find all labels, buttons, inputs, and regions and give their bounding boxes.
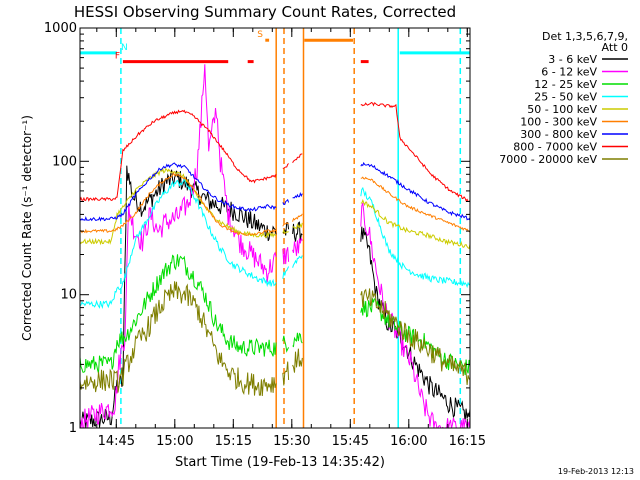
x-tick-label: 14:45 [98, 434, 135, 449]
legend-label: 50 - 100 keV [527, 103, 597, 116]
series-lines [79, 64, 471, 429]
legend-label: 6 - 12 keV [541, 66, 597, 79]
y-tick-label: 1 [69, 421, 77, 436]
x-tick-label: 15:00 [156, 434, 193, 449]
legend-label: 300 - 800 keV [520, 128, 597, 141]
x-tick-label: 16:15 [449, 434, 486, 449]
flag-bars: NF S [80, 30, 470, 64]
plot-area: NF S 1 10 100 1000 14:45 15:00 15:15 15:30 15:45… [44, 21, 486, 449]
x-tick-label: 15:15 [215, 434, 252, 449]
x-axis-label: Start Time (19-Feb-13 14:35:42) [175, 455, 385, 470]
x-axis-ticks: 14:45 15:00 15:15 15:30 15:45 16:00 16:15 [96, 28, 486, 449]
legend-label: 800 - 7000 keV [513, 141, 597, 154]
legend-label: 7000 - 20000 keV [499, 153, 597, 166]
series-line [79, 165, 471, 429]
series-line [79, 101, 471, 202]
series-line [79, 64, 471, 429]
y-axis-label: Corrected Count Rate (s⁻¹ detector⁻¹) [20, 115, 34, 341]
y-axis-ticks: 1 10 100 1000 [44, 21, 470, 436]
x-tick-label: 15:30 [273, 434, 310, 449]
footer-date: 19-Feb-2013 12:13 [558, 467, 634, 476]
legend-label: 25 - 50 keV [534, 91, 597, 104]
y-tick-label: 10 [60, 288, 77, 303]
x-tick-label: 15:45 [332, 434, 369, 449]
legend-label: 3 - 6 keV [548, 53, 597, 66]
y-tick-label: 100 [52, 154, 77, 169]
plot-frame [79, 27, 471, 429]
flag-label: N [121, 43, 128, 53]
series-line [79, 254, 471, 376]
legend-header-line-2: Att 0 [602, 41, 628, 54]
series-line [79, 161, 471, 222]
flag-label: F [115, 52, 120, 62]
legend-label: 100 - 300 keV [520, 116, 597, 129]
series-line [79, 281, 471, 397]
series-line [79, 167, 471, 250]
legend-label: 12 - 25 keV [534, 78, 597, 91]
event-lines [120, 28, 462, 428]
x-tick-label: 16:00 [390, 434, 427, 449]
chart-title: HESSI Observing Summary Count Rates, Cor… [74, 3, 456, 21]
flag-label: S [257, 30, 263, 40]
series-line [79, 177, 471, 310]
y-tick-label: 1000 [44, 21, 77, 36]
legend-header-line-1: Det 1,3,5,6,7,9, [542, 30, 628, 43]
series-line [79, 171, 471, 236]
